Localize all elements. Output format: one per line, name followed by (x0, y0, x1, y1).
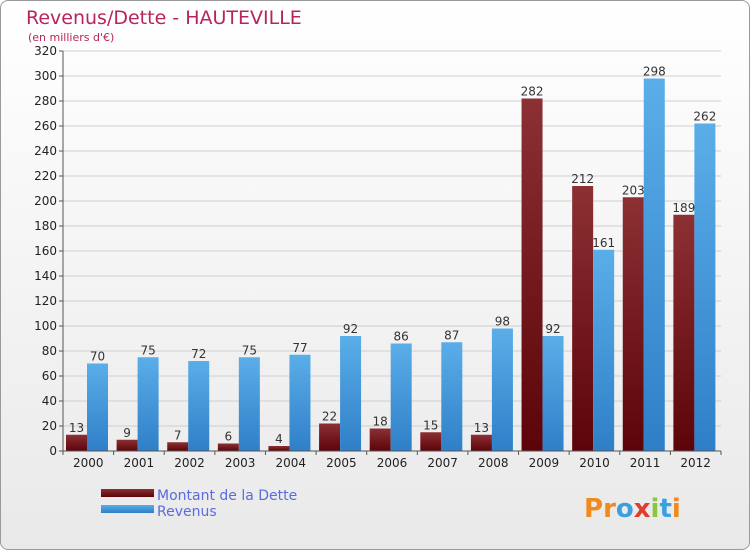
grid-layer (63, 50, 721, 452)
value-label-debt: 18 (373, 415, 388, 429)
value-label-debt: 189 (672, 201, 695, 215)
y-tick-label: 220 (34, 169, 57, 183)
bar-revenus (340, 336, 362, 451)
value-label-debt: 22 (322, 410, 337, 424)
bar-debt (673, 214, 695, 451)
y-tick-label: 100 (34, 319, 57, 333)
value-label-debt: 212 (571, 172, 594, 186)
bar-debt (319, 423, 341, 451)
value-label-debt: 6 (225, 430, 233, 444)
bar-revenus (137, 357, 159, 451)
x-tick-label: 2009 (529, 456, 560, 470)
bar-revenus (542, 336, 564, 451)
x-tick-label: 2000 (73, 456, 104, 470)
value-label-revenus: 86 (394, 330, 409, 344)
x-tick-label: 2008 (478, 456, 509, 470)
bar-revenus (188, 361, 210, 451)
axis-layer: 0 20 40 60 80 100 120 140 160 180 200 220 240 260 280 3… (34, 44, 722, 470)
bar-debt (167, 442, 189, 451)
y-tick-label: 40 (42, 394, 57, 408)
value-label-revenus: 298 (643, 65, 666, 79)
y-tick-label: 120 (34, 294, 57, 308)
bar-revenus (694, 123, 716, 451)
value-label-debt: 282 (521, 85, 544, 99)
value-label-revenus: 98 (495, 315, 510, 329)
bar-revenus (289, 354, 311, 451)
value-label-revenus: 87 (444, 328, 459, 342)
proxiti-logo: Proxiti (584, 494, 681, 524)
bars-layer: 13 70 9 75 7 72 6 75 4 77 22 92 18 86 15 87 13 98 282 92 212… (66, 65, 716, 451)
y-tick-label: 0 (49, 444, 57, 458)
value-label-revenus: 72 (191, 347, 206, 361)
bar-debt (217, 443, 239, 451)
x-tick-label: 2004 (275, 456, 306, 470)
legend: Montant de la Dette Revenus (101, 488, 297, 520)
y-tick-label: 320 (34, 44, 57, 58)
bar-revenus (593, 249, 615, 451)
legend-label-revenus: Revenus (157, 504, 217, 520)
bar-revenus (643, 78, 665, 451)
bar-revenus (87, 363, 108, 451)
x-tick-label: 2011 (630, 456, 661, 470)
value-label-debt: 4 (275, 432, 283, 446)
x-tick-label: 2002 (174, 456, 205, 470)
y-tick-label: 300 (34, 69, 57, 83)
value-label-revenus: 75 (140, 343, 155, 357)
x-tick-label: 2010 (579, 456, 610, 470)
y-tick-label: 240 (34, 144, 57, 158)
bar-revenus (390, 343, 412, 451)
y-tick-label: 80 (42, 344, 57, 358)
y-tick-label: 200 (34, 194, 57, 208)
bar-revenus (238, 357, 260, 451)
logo-text: Proxiti (584, 494, 681, 524)
bar-debt (66, 434, 87, 451)
value-label-debt: 9 (123, 426, 131, 440)
bar-revenus (441, 342, 463, 451)
x-tick-label: 2005 (326, 456, 357, 470)
value-label-debt: 13 (69, 421, 84, 435)
bar-debt (521, 98, 543, 451)
value-label-revenus: 92 (343, 322, 358, 336)
bar-debt (369, 428, 391, 451)
value-label-revenus: 161 (592, 236, 615, 250)
y-tick-label: 20 (42, 419, 57, 433)
bar-debt (572, 186, 594, 451)
chart-subtitle: (en milliers d'€) (28, 31, 114, 44)
y-tick-label: 160 (34, 244, 57, 258)
value-label-revenus: 70 (90, 350, 105, 364)
x-tick-label: 2003 (225, 456, 256, 470)
bar-revenus (491, 328, 513, 451)
x-tick-label: 2001 (124, 456, 155, 470)
value-label-revenus: 92 (545, 322, 560, 336)
value-label-debt: 7 (174, 428, 182, 442)
bar-debt (268, 446, 290, 451)
value-label-revenus: 77 (292, 341, 307, 355)
y-tick-label: 280 (34, 94, 57, 108)
bar-debt (420, 432, 442, 451)
bar-debt (470, 434, 492, 451)
bar-debt (622, 197, 644, 451)
value-label-debt: 13 (474, 421, 489, 435)
legend-swatch-debt (101, 489, 154, 497)
value-label-debt: 203 (622, 183, 645, 197)
x-tick-label: 2007 (427, 456, 458, 470)
x-tick-label: 2006 (377, 456, 408, 470)
legend-swatch-revenus (101, 505, 154, 513)
value-label-revenus: 75 (242, 343, 257, 357)
x-tick-label: 2012 (680, 456, 711, 470)
y-tick-label: 140 (34, 269, 57, 283)
value-label-revenus: 262 (693, 110, 716, 124)
bar-debt (116, 439, 138, 451)
chart-title: Revenus/Dette - HAUTEVILLE (26, 7, 302, 29)
value-label-debt: 15 (423, 418, 438, 432)
y-tick-label: 260 (34, 119, 57, 133)
y-tick-label: 60 (42, 369, 57, 383)
y-tick-label: 180 (34, 219, 57, 233)
legend-label-debt: Montant de la Dette (157, 488, 297, 504)
